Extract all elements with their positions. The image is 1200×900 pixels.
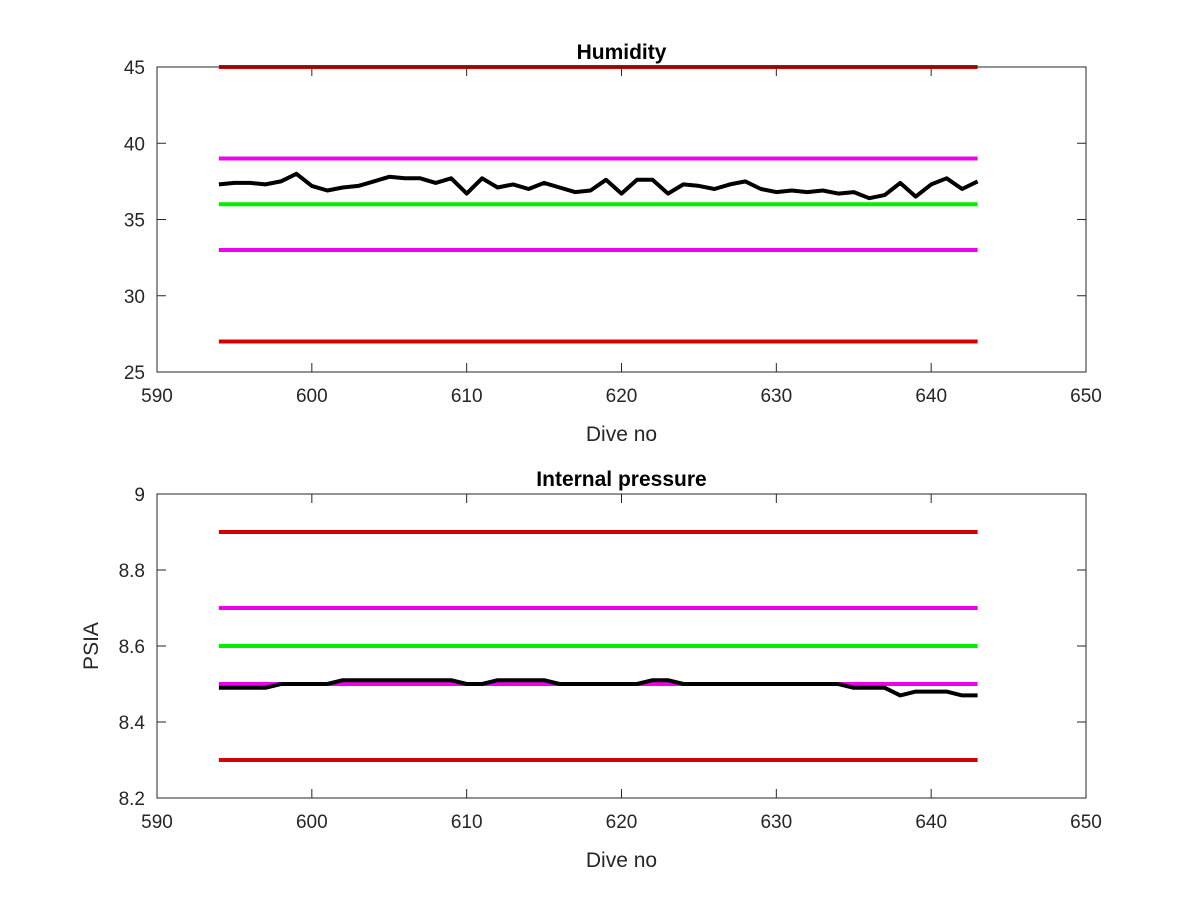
pressure-x-tick-label: 610	[451, 812, 483, 833]
humidity-x-axis-label: Dive no	[586, 423, 657, 446]
pressure-x-tick-label: 600	[296, 812, 328, 833]
humidity-x-tick-label: 630	[760, 386, 792, 407]
humidity-x-tick-label: 650	[1070, 386, 1102, 407]
humidity-x-tick-label: 640	[915, 386, 947, 407]
pressure-y-tick-label: 8.8	[119, 561, 145, 582]
pressure-x-axis-label: Dive no	[586, 849, 657, 872]
internal-pressure-axes: 590 600 610 620 630 640 650 8.2 8.4 8.6 8.8 9 Intern…	[80, 468, 1102, 872]
pressure-chart-title: Internal pressure	[536, 468, 706, 491]
humidity-y-tick-label: 25	[124, 363, 145, 384]
pressure-y-tick-label: 9	[134, 485, 145, 506]
humidity-x-tick-label: 590	[141, 386, 173, 407]
pressure-y-tick-label: 8.4	[119, 713, 146, 734]
humidity-x-tick-label: 600	[296, 386, 328, 407]
pressure-series-line-0	[218, 678, 978, 698]
humidity-y-tick-label: 30	[124, 287, 145, 308]
humidity-axes: 590 600 610 620 630 640 650 25 30 35 40 45 Humidity D…	[124, 41, 1102, 446]
humidity-plot-frame	[156, 66, 1087, 373]
pressure-x-tick-label: 640	[915, 812, 947, 833]
humidity-chart-title: Humidity	[577, 41, 667, 64]
humidity-series-line-0	[218, 171, 979, 201]
pressure-x-tick-label: 630	[760, 812, 792, 833]
humidity-y-tick-label: 40	[124, 134, 145, 155]
pressure-x-tick-label: 590	[141, 812, 173, 833]
humidity-y-tick-label: 35	[124, 211, 145, 232]
pressure-x-tick-label: 620	[606, 812, 638, 833]
pressure-x-tick-label: 650	[1070, 812, 1102, 833]
pressure-y-axis-label: PSIA	[80, 622, 103, 670]
pressure-y-tick-label: 8.6	[119, 637, 145, 658]
humidity-y-tick-label: 45	[124, 58, 145, 79]
pressure-y-tick-label: 8.2	[119, 789, 145, 810]
humidity-x-tick-label: 610	[451, 386, 483, 407]
humidity-x-tick-label: 620	[606, 386, 638, 407]
